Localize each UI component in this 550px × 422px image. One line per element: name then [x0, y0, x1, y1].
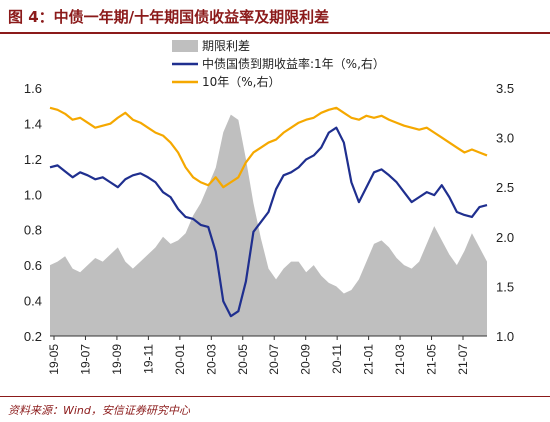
x-tick-label: 20-01 [173, 344, 187, 375]
x-tick-label: 21-03 [393, 344, 407, 375]
legend-label: 10年（%,右） [202, 74, 281, 89]
x-tick-label: 20-09 [299, 344, 313, 375]
x-tick-label: 21-07 [456, 344, 470, 375]
source-note: 资料来源：Wind，安信证券研究中心 [8, 404, 190, 417]
x-tick-label: 21-05 [425, 344, 439, 375]
left-tick-label: 1.2 [24, 152, 42, 167]
x-tick-label: 20-05 [236, 344, 250, 375]
chart: 0.2 0.4 0.6 0.8 1.0 1.2 1.4 1.6 1.0 1.5 2.0 2.5 3.0 3… [24, 39, 514, 375]
left-tick-label: 0.8 [24, 223, 42, 238]
legend-label: 中债国债到期收益率:1年（%,右） [202, 56, 385, 71]
chart-title: 图 4：中债一年期/十年期国债收益率及期限利差 [8, 8, 330, 26]
axis-layer: 0.2 0.4 0.6 0.8 1.0 1.2 1.4 1.6 1.0 1.5 2.0 2.5 3.0 3… [24, 81, 514, 375]
right-tick-label: 3.5 [496, 81, 514, 96]
x-tick-label: 19-11 [141, 344, 155, 374]
x-tick-label: 20-11 [330, 344, 344, 374]
spread-area [50, 114, 487, 336]
left-tick-label: 0.2 [24, 329, 42, 344]
x-tick-label: 20-07 [267, 344, 281, 375]
x-tick-label: 19-09 [110, 344, 124, 375]
legend-swatch-spread [172, 40, 198, 52]
title-rule [0, 32, 550, 34]
source-rule [0, 396, 550, 397]
title-bar: 图 4：中债一年期/十年期国债收益率及期限利差 [0, 0, 550, 34]
left-tick-label: 1.0 [24, 187, 42, 202]
legend-label: 期限利差 [202, 39, 250, 53]
left-tick-label: 1.4 [24, 116, 42, 131]
right-tick-label: 3.0 [496, 131, 514, 146]
x-tick-label: 19-05 [47, 344, 61, 375]
left-tick-label: 1.6 [24, 81, 42, 96]
x-tick-label: 19-07 [78, 344, 92, 375]
left-tick-label: 0.4 [24, 294, 42, 309]
left-tick-label: 0.6 [24, 258, 42, 273]
yield-10y-line [49, 106, 488, 189]
x-tick-label: 21-01 [362, 344, 376, 375]
line-layer [49, 106, 488, 318]
x-tick-label: 20-03 [204, 344, 218, 375]
right-tick-label: 1.0 [496, 329, 514, 344]
right-tick-label: 2.5 [496, 180, 514, 195]
yield-1y-line [49, 126, 488, 318]
right-tick-label: 2.0 [496, 230, 514, 245]
right-tick-label: 1.5 [496, 279, 514, 294]
spread-area-layer [50, 114, 487, 336]
